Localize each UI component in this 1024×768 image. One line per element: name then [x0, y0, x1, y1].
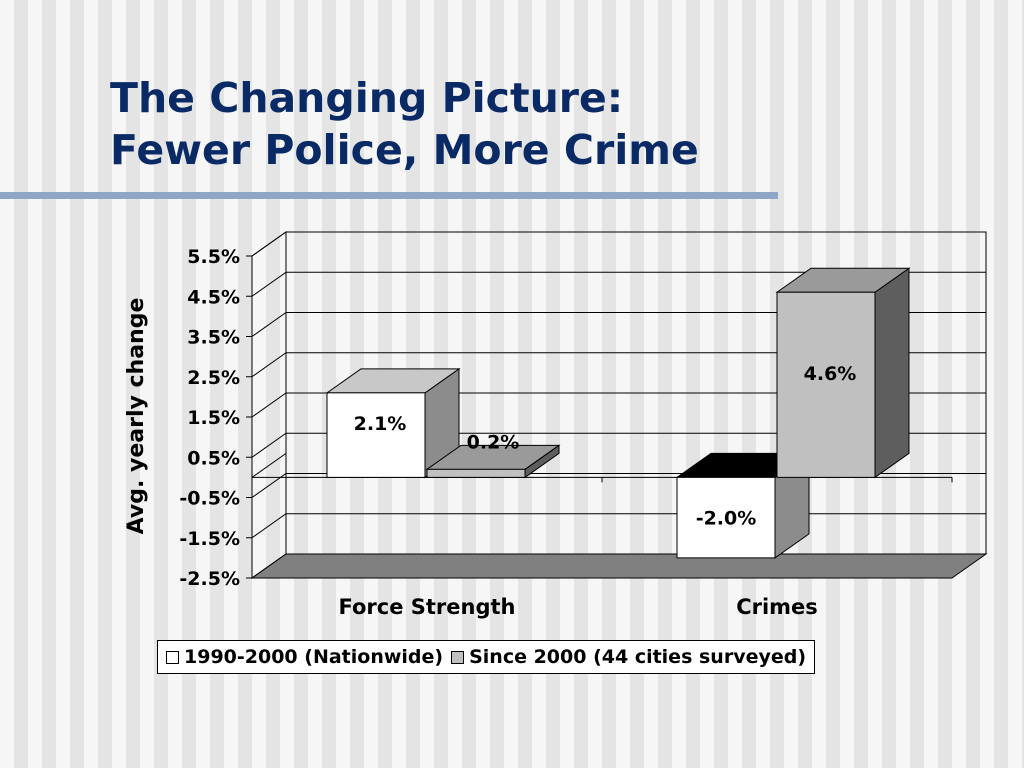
y-tick-label: 0.5% [187, 447, 240, 469]
y-tick-label: 3.5% [187, 327, 240, 349]
bar [425, 444, 561, 479]
y-tick-label: -1.5% [179, 528, 240, 550]
bar-front [676, 476, 776, 559]
legend-item-series-2: Since 2000 (44 cities surveyed) [451, 646, 806, 668]
x-tick-label: Crimes [736, 595, 818, 619]
bar-front [326, 392, 426, 478]
y-tick-label: 2.5% [187, 367, 240, 389]
legend: 1990-2000 (Nationwide) Since 2000 (44 ci… [157, 640, 816, 674]
bar [775, 267, 911, 479]
slide-title-line-1: The Changing Picture: [110, 74, 624, 122]
legend-swatch-series-2 [451, 650, 465, 664]
y-tick-label: 5.5% [187, 246, 240, 268]
data-label: 0.2% [467, 431, 520, 453]
y-axis-title: Avg. yearly change [124, 298, 149, 535]
y-tick-label: 4.5% [187, 286, 240, 308]
legend-item-series-1: 1990-2000 (Nationwide) [166, 646, 443, 668]
legend-label-series-2: Since 2000 (44 cities surveyed) [469, 646, 807, 668]
gridline [251, 312, 986, 337]
gridline [251, 513, 986, 539]
y-tick-label: -2.5% [179, 568, 240, 590]
data-label: 2.1% [354, 413, 407, 435]
gridline [251, 231, 986, 257]
slide-title: The Changing Picture: Fewer Police, More… [110, 72, 699, 176]
bars [325, 267, 911, 559]
gridline [251, 352, 986, 378]
bar-front [426, 468, 526, 478]
bar [325, 367, 461, 479]
bar-front [776, 291, 876, 478]
x-tick-label: Force Strength [338, 595, 515, 619]
bar [675, 452, 811, 559]
floor-plane [250, 553, 988, 579]
gridline [251, 392, 986, 418]
gridline [251, 432, 986, 458]
bar-side [874, 267, 910, 479]
slide-title-line-2: Fewer Police, More Crime [110, 126, 699, 174]
data-label: -2.0% [696, 508, 757, 530]
zero-baseline-depth [251, 452, 287, 478]
legend-swatch-series-1 [166, 650, 179, 664]
data-labels: 2.1% 0.2% -2.0% 4.6% [354, 363, 857, 530]
y-tick-label: 1.5% [187, 407, 240, 429]
x-axis-ticks: Force Strength Crimes [338, 477, 953, 619]
title-divider [0, 192, 778, 199]
data-label: 4.6% [804, 363, 857, 385]
bar-chart: 2.1% 0.2% -2.0% 4.6% 5.5% 4.5% 3.5% 2.5% 1.5% 0.… [124, 231, 988, 619]
legend-label-series-1: 1990-2000 (Nationwide) [184, 646, 444, 668]
y-tick-label: -0.5% [179, 488, 240, 510]
gridline [251, 271, 986, 297]
y-axis-ticks: 5.5% 4.5% 3.5% 2.5% 1.5% 0.5% -0.5% -1.5% -2.5% [179, 246, 252, 590]
